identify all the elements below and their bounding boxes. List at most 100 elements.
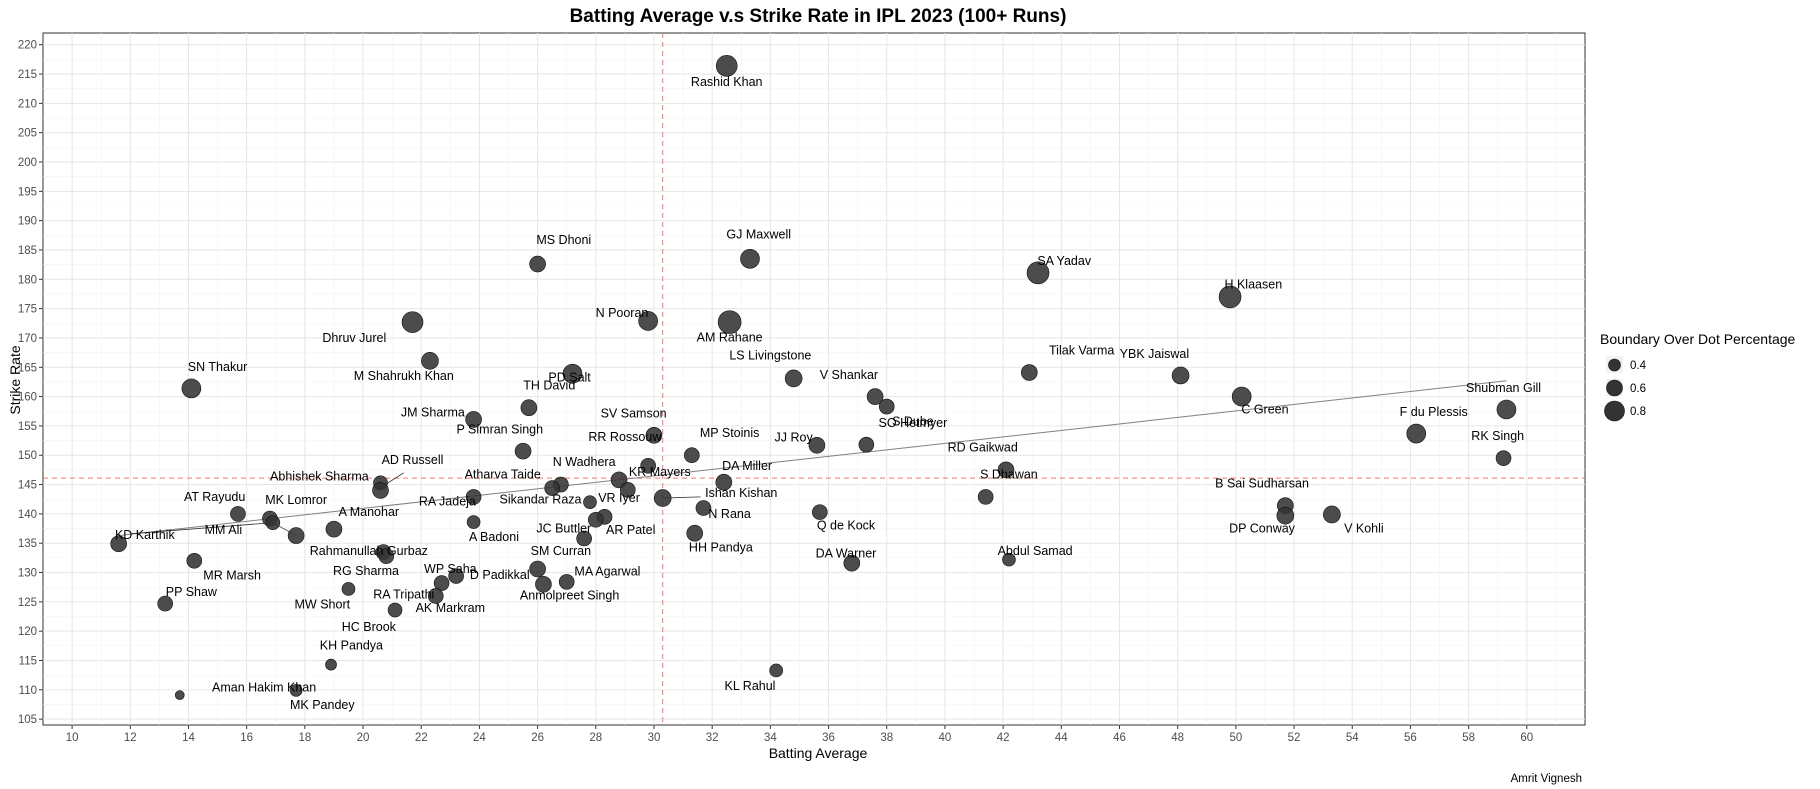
x-tick-label: 14 bbox=[182, 732, 195, 744]
data-point bbox=[808, 436, 826, 454]
y-tick-label: 125 bbox=[18, 597, 37, 609]
point-label: V Shankar bbox=[820, 368, 878, 382]
caption: Amrit Vignesh bbox=[1511, 773, 1582, 785]
data-point bbox=[878, 398, 895, 415]
legend-label: 0.6 bbox=[1630, 383, 1646, 395]
point-label: KL Rahul bbox=[725, 679, 776, 693]
point-label: HH Pandya bbox=[689, 540, 753, 554]
label-connector bbox=[383, 472, 404, 487]
point-label: RD Gaikwad bbox=[948, 441, 1018, 455]
data-point bbox=[110, 535, 127, 553]
point-label: SV Samson bbox=[601, 407, 667, 421]
data-point bbox=[1406, 423, 1427, 444]
point-label: Atharva Taide bbox=[465, 468, 541, 482]
point-label: SO Hetmyer bbox=[879, 416, 948, 430]
point-label: N Wadhera bbox=[553, 455, 616, 469]
point-label: SN Thakur bbox=[188, 360, 248, 374]
trend-line bbox=[118, 380, 1507, 537]
data-point bbox=[325, 658, 337, 671]
y-tick-label: 130 bbox=[18, 568, 37, 580]
y-tick-label: 195 bbox=[18, 186, 37, 198]
x-tick-label: 58 bbox=[1462, 732, 1475, 744]
data-point bbox=[465, 489, 482, 505]
x-tick-label: 42 bbox=[997, 732, 1010, 744]
label-connectors bbox=[130, 472, 701, 536]
point-label: MW Short bbox=[295, 597, 351, 611]
y-tick-label: 115 bbox=[19, 655, 37, 667]
label-connector bbox=[662, 496, 701, 499]
data-point bbox=[378, 548, 395, 564]
point-label: AM Rahane bbox=[697, 330, 763, 344]
data-point bbox=[529, 255, 546, 273]
x-tick-label: 24 bbox=[473, 732, 486, 744]
x-tick-label: 48 bbox=[1171, 732, 1184, 744]
point-label: JM Sharma bbox=[401, 406, 465, 420]
y-tick-label: 135 bbox=[18, 538, 37, 550]
data-point bbox=[341, 582, 356, 596]
data-point bbox=[977, 489, 994, 505]
point-labels: Rashid Khan MS Dhoni GJ Maxwell SA Yadav H K… bbox=[115, 75, 1541, 712]
data-point bbox=[401, 311, 424, 333]
point-label: H Klaasen bbox=[1224, 278, 1282, 292]
y-tick-label: 120 bbox=[18, 626, 37, 638]
point-label: D Padikkal bbox=[470, 568, 530, 582]
point-label: S Dhawan bbox=[980, 468, 1038, 482]
data-point bbox=[325, 520, 343, 538]
data-point bbox=[520, 399, 538, 417]
data-point bbox=[289, 684, 303, 697]
x-tick-label: 44 bbox=[1055, 732, 1068, 744]
data-points bbox=[110, 55, 1517, 700]
y-tick-label: 175 bbox=[18, 304, 37, 316]
legend-title: Boundary Over Dot Percentage bbox=[1600, 331, 1796, 347]
point-label: DP Conway bbox=[1229, 522, 1296, 536]
data-point bbox=[576, 530, 592, 547]
point-label: WP Saha bbox=[424, 562, 477, 576]
point-label: Abdul Samad bbox=[998, 544, 1073, 558]
data-point bbox=[427, 588, 444, 604]
y-tick-label: 105 bbox=[18, 714, 37, 726]
point-label: P Simran Singh bbox=[456, 423, 543, 437]
data-point bbox=[466, 515, 481, 529]
point-label: V Kohli bbox=[1344, 522, 1384, 536]
data-point bbox=[186, 552, 203, 569]
data-point bbox=[387, 602, 403, 618]
data-point bbox=[769, 663, 783, 678]
x-tick-label: 16 bbox=[240, 732, 253, 744]
x-tick-label: 34 bbox=[764, 732, 777, 744]
point-label: Rahmanullah Gurbaz bbox=[310, 544, 428, 558]
x-tick-label: 54 bbox=[1346, 732, 1359, 744]
legend-label: 0.4 bbox=[1630, 360, 1647, 372]
size-legend: Boundary Over Dot Percentage 0.4 0.6 0.8 bbox=[1600, 331, 1796, 422]
data-point bbox=[715, 473, 733, 491]
x-tick-label: 36 bbox=[822, 732, 835, 744]
point-label: AT Rayudu bbox=[184, 490, 245, 504]
data-point bbox=[645, 426, 663, 444]
point-label: MM Ali bbox=[205, 523, 243, 537]
data-point bbox=[686, 524, 704, 542]
data-point bbox=[1276, 506, 1295, 525]
chart-title: Batting Average v.s Strike Rate in IPL 2… bbox=[570, 6, 1067, 27]
data-point bbox=[562, 363, 583, 384]
data-point bbox=[558, 574, 575, 590]
point-label: DA Warner bbox=[816, 546, 877, 560]
point-label: MA Agarwal bbox=[574, 564, 640, 578]
point-label: AK Markram bbox=[416, 601, 485, 615]
data-point bbox=[640, 457, 656, 474]
x-tick-label: 40 bbox=[939, 732, 952, 744]
point-label: GJ Maxwell bbox=[726, 227, 791, 241]
data-point bbox=[684, 447, 700, 464]
data-point bbox=[1171, 366, 1190, 385]
y-tick-label: 145 bbox=[18, 480, 37, 492]
point-label: HC Brook bbox=[342, 620, 397, 634]
x-tick-label: 18 bbox=[298, 732, 311, 744]
point-label: AR Patel bbox=[606, 523, 655, 537]
data-point bbox=[997, 461, 1015, 479]
data-point bbox=[740, 248, 760, 269]
point-label: MK Pandey bbox=[290, 698, 355, 712]
point-label: DA Miller bbox=[722, 459, 772, 473]
data-point bbox=[1218, 285, 1242, 309]
label-connector bbox=[130, 522, 273, 535]
data-point bbox=[695, 500, 712, 516]
point-label: PP Shaw bbox=[166, 585, 218, 599]
data-point bbox=[535, 575, 552, 593]
